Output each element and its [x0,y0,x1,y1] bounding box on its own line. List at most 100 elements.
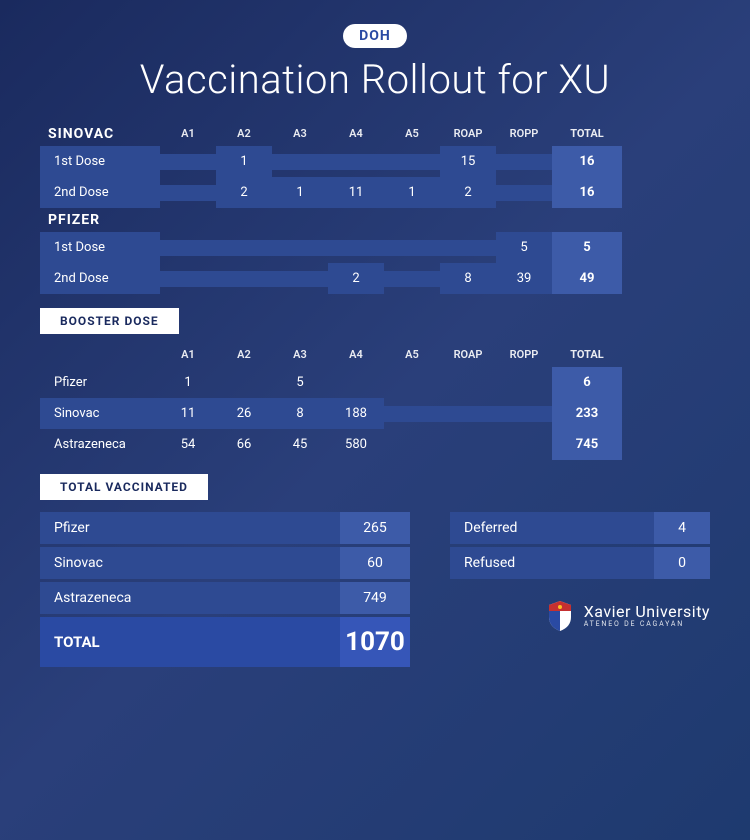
booster-section: BOOSTER DOSE A1A2A3A4A5ROAPROPPTOTAL Pfiz… [40,294,710,460]
cell: 15 [440,146,496,177]
total-row: Astrazeneca749 [40,582,410,614]
cell [272,154,328,170]
col-header: A3 [272,342,328,367]
cell [440,406,496,422]
total-vaccinated-label: TOTAL VACCINATED [40,474,208,500]
cell [496,437,552,453]
col-header: TOTAL [552,342,622,367]
cell: 45 [272,429,328,460]
grand-total-row: TOTAL1070 [40,617,410,667]
total-row: Sinovac60 [40,547,410,579]
row-label: Pfizer [40,367,160,398]
cell: 188 [328,398,384,429]
col-header: ROAP [440,121,496,146]
cell: 49 [552,263,622,294]
cell [216,240,272,256]
col-header: A1 [160,342,216,367]
cell [496,406,552,422]
col-header: A2 [216,121,272,146]
vaccine-section: SINOVACA1A2A3A4A5ROAPROPPTOTAL1st Dose11… [40,121,710,208]
booster-label: BOOSTER DOSE [40,308,179,334]
section-name: PFIZER [40,208,160,232]
cell [384,437,440,453]
badge-wrap: DOH [40,24,710,48]
col-header: A4 [328,121,384,146]
side-row: Deferred4 [450,512,710,544]
total-row: Pfizer265 [40,512,410,544]
col-header: TOTAL [552,121,622,146]
cell: 5 [496,232,552,263]
cell [216,271,272,287]
cell [216,375,272,391]
col-header: A1 [160,121,216,146]
cell [384,154,440,170]
cell [160,271,216,287]
cell [328,375,384,391]
cell [384,240,440,256]
university-subtitle: ATENEO DE CAGAYAN [584,621,710,629]
col-header: A3 [272,121,328,146]
shield-icon [546,599,574,633]
side-panel: Deferred4Refused0 Xavier University ATEN… [450,512,710,670]
cell: 16 [552,146,622,177]
cell: 5 [552,232,622,263]
cell: 233 [552,398,622,429]
cell: 39 [496,263,552,294]
cell: 16 [552,177,622,208]
cell: 1 [384,177,440,208]
row-label: 2nd Dose [40,263,160,294]
col-header: A5 [384,342,440,367]
cell [160,154,216,170]
section-name: SINOVAC [40,122,160,146]
cell [384,271,440,287]
col-header: ROAP [440,342,496,367]
cell: 5 [272,367,328,398]
cell [384,406,440,422]
cell: 26 [216,398,272,429]
cell: 11 [328,177,384,208]
col-header: A5 [384,121,440,146]
cell: 6 [552,367,622,398]
cell: 1 [216,146,272,177]
cell [160,240,216,256]
cell: 2 [328,263,384,294]
cell [384,375,440,391]
row-label: 2nd Dose [40,177,160,208]
vaccine-section: PFIZER1st Dose552nd Dose283949 [40,208,710,294]
col-header: A2 [216,342,272,367]
cell: 8 [440,263,496,294]
cell [328,240,384,256]
cell: 2 [216,177,272,208]
cell: 8 [272,398,328,429]
total-vaccinated-table: Pfizer265Sinovac60Astrazeneca749TOTAL107… [40,512,410,670]
cell [496,375,552,391]
university-name: Xavier University [584,603,710,621]
cell [440,375,496,391]
row-label: Astrazeneca [40,429,160,460]
cell: 1 [272,177,328,208]
cell [496,185,552,201]
cell: 745 [552,429,622,460]
col-header: A4 [328,342,384,367]
total-vaccinated-section: TOTAL VACCINATED Pfizer265Sinovac60Astra… [40,460,710,670]
row-label: 1st Dose [40,146,160,177]
cell [272,240,328,256]
cell [440,240,496,256]
col-header: ROPP [496,121,552,146]
row-label: Sinovac [40,398,160,429]
doh-badge: DOH [343,24,407,48]
cell: 2 [440,177,496,208]
cell: 11 [160,398,216,429]
cell [440,437,496,453]
cell: 66 [216,429,272,460]
university-logo: Xavier University ATENEO DE CAGAYAN [450,599,710,633]
cell [160,185,216,201]
cell [328,154,384,170]
cell: 54 [160,429,216,460]
cell: 580 [328,429,384,460]
cell [496,154,552,170]
cell [272,271,328,287]
col-header: ROPP [496,342,552,367]
cell: 1 [160,367,216,398]
side-row: Refused0 [450,547,710,579]
